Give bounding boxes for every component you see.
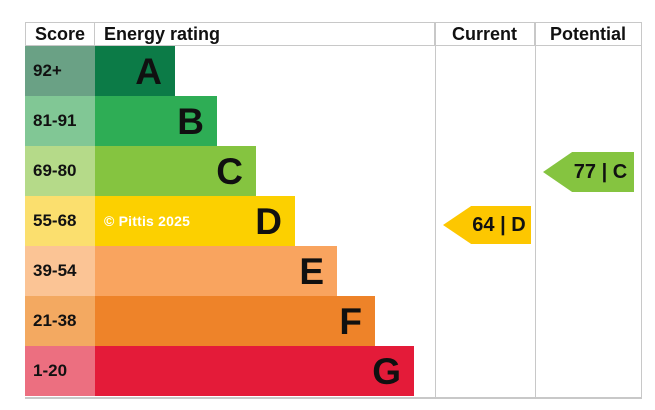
column-divider (535, 22, 536, 399)
band-row-b: 81-91 B (25, 96, 642, 146)
score-range: 55-68 (25, 196, 95, 246)
band-bar-d: © Pittis 2025 D (95, 196, 295, 246)
band-row-c: 69-80 C (25, 146, 642, 196)
score-range: 81-91 (25, 96, 95, 146)
copyright-watermark: © Pittis 2025 (104, 213, 191, 229)
header-energy-rating: Energy rating (95, 23, 435, 45)
table-header: Score Energy rating Current Potential (25, 22, 642, 46)
band-bar-e: E (95, 246, 337, 296)
band-bar-b: B (95, 96, 217, 146)
band-bar-a: A (95, 46, 175, 96)
band-bar-f: F (95, 296, 375, 346)
score-range: 39-54 (25, 246, 95, 296)
band-row-d: 55-68 © Pittis 2025 D (25, 196, 642, 246)
header-current: Current (435, 23, 535, 45)
score-range: 1-20 (25, 346, 95, 396)
band-row-g: 1-20 G (25, 346, 642, 396)
bands: 92+ A 81-91 B 69-80 C 55-68 © Pittis 202… (25, 46, 642, 396)
column-divider (435, 22, 436, 399)
table-right-border (641, 22, 642, 399)
score-range: 69-80 (25, 146, 95, 196)
band-bar-g: G (95, 346, 414, 396)
band-row-f: 21-38 F (25, 296, 642, 346)
band-row-e: 39-54 E (25, 246, 642, 296)
band-letter: D (255, 200, 282, 242)
epc-table: Score Energy rating Current Potential 92… (25, 22, 642, 399)
band-row-a: 92+ A (25, 46, 642, 96)
current-rating-arrow: 64 | D (443, 206, 531, 244)
score-range: 92+ (25, 46, 95, 96)
header-potential: Potential (535, 23, 642, 45)
band-bar-c: C (95, 146, 256, 196)
score-range: 21-38 (25, 296, 95, 346)
table-bottom-border (25, 397, 642, 399)
header-score: Score (25, 23, 95, 45)
